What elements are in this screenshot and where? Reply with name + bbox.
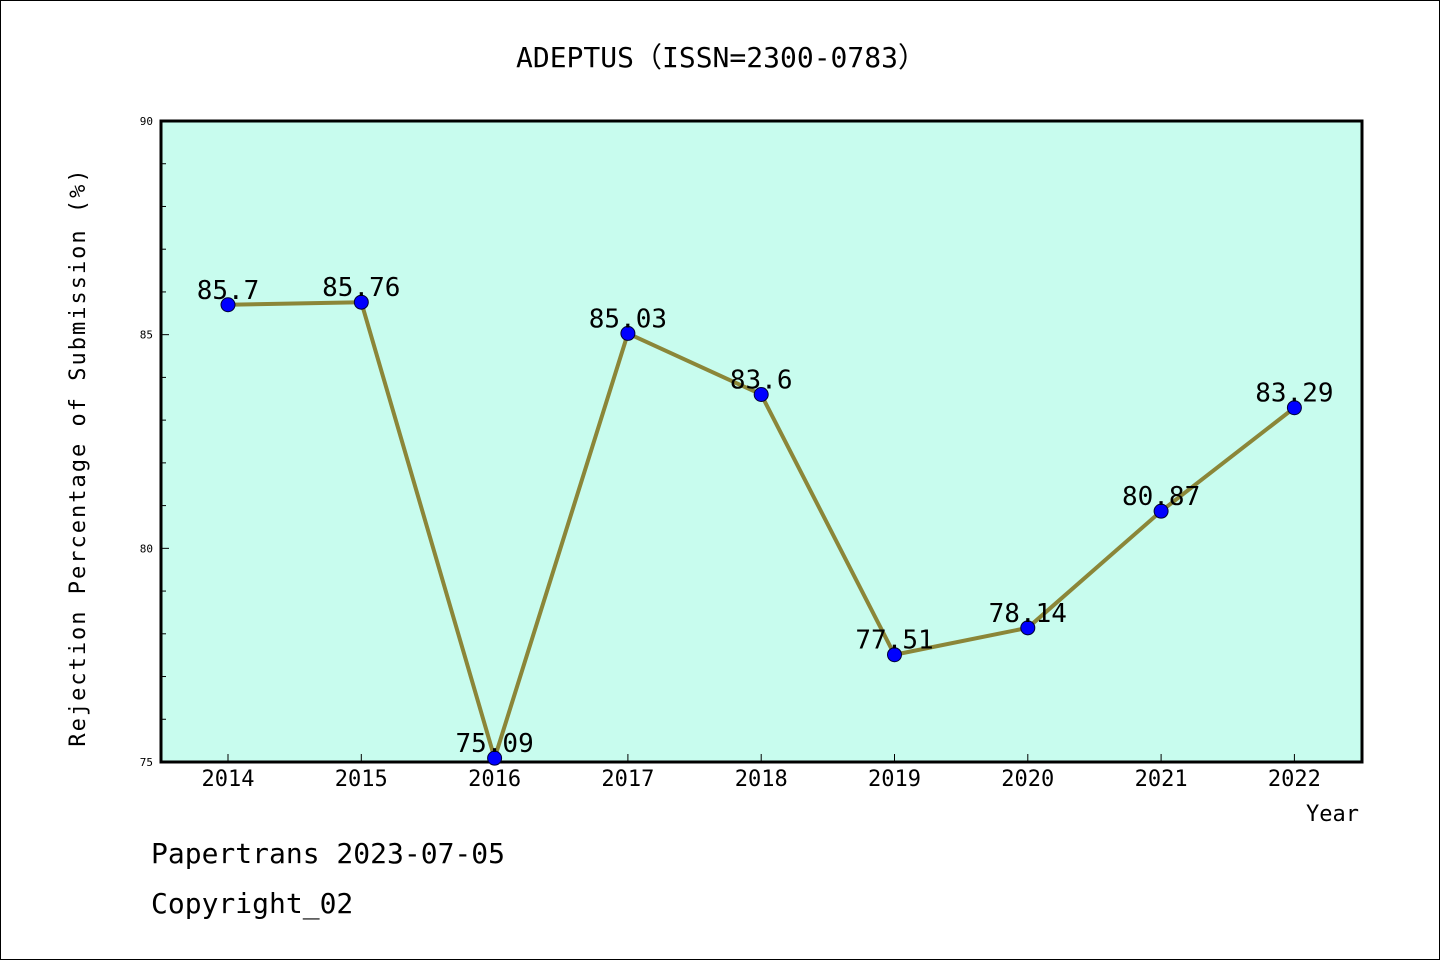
series-group — [220, 294, 1302, 766]
footer-copyright-text: Copyright_02 — [151, 887, 354, 920]
y-tick-label: 80 — [140, 542, 153, 555]
data-label: 85.76 — [322, 273, 400, 303]
x-tick-label: 2022 — [1268, 767, 1321, 792]
data-point — [753, 386, 769, 402]
data-label: 75.09 — [455, 729, 533, 759]
x-tick-label: 2019 — [868, 767, 921, 792]
x-tick-label: 2014 — [202, 767, 255, 792]
data-label: 85.03 — [589, 304, 667, 334]
y-tick-label: 85 — [140, 329, 153, 342]
data-label: 77.51 — [855, 626, 933, 656]
x-axis-label: Year — [1306, 802, 1359, 827]
footer-date-text: Papertrans 2023-07-05 — [151, 837, 506, 870]
x-tick-label: 2015 — [335, 767, 388, 792]
x-tick-label: 2016 — [468, 767, 521, 792]
chart-title: ADEPTUS（ISSN=2300-0783） — [516, 41, 926, 74]
x-axis: 2014 2015 2016 2017 2018 2019 2020 2021 2022 — [202, 754, 1321, 792]
data-point — [1286, 400, 1302, 416]
data-point — [487, 750, 503, 766]
data-label: 83.29 — [1255, 379, 1333, 409]
x-tick-label: 2020 — [1001, 767, 1054, 792]
data-point — [1153, 503, 1169, 519]
x-tick-label: 2021 — [1135, 767, 1188, 792]
data-point — [220, 297, 236, 313]
y-axis: 75 80 85 90 — [140, 115, 169, 769]
data-label: 85.7 — [197, 276, 260, 306]
y-axis-label: Rejection Percentage of Submission (%) — [66, 167, 91, 746]
data-labels-group: 85.7 85.76 75.09 85.03 83.6 77.51 78.14 80.87 83… — [197, 273, 1334, 759]
x-tick-label: 2017 — [601, 767, 654, 792]
data-point — [1020, 620, 1036, 636]
data-label: 83.6 — [730, 365, 793, 395]
data-point — [620, 325, 636, 341]
y-tick-label: 75 — [140, 756, 153, 769]
data-label: 78.14 — [989, 599, 1067, 629]
y-tick-label: 90 — [140, 115, 153, 128]
data-label: 80.87 — [1122, 482, 1200, 512]
data-point — [353, 294, 369, 310]
data-point — [887, 647, 902, 663]
plot-area — [159, 119, 1364, 764]
x-tick-label: 2018 — [735, 767, 788, 792]
